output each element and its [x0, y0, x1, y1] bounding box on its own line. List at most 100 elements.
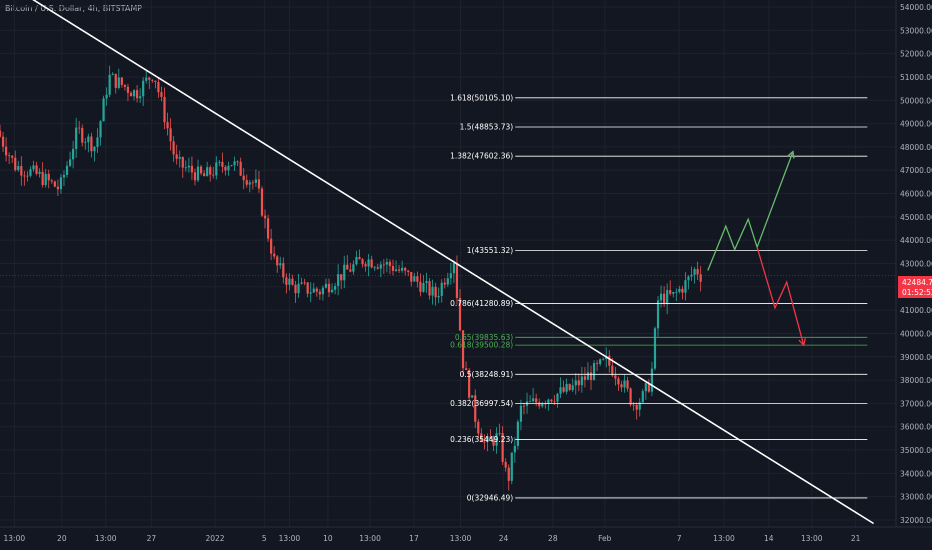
- drawings[interactable]: [0, 0, 875, 525]
- candle-body: [44, 173, 47, 186]
- candle-body: [690, 274, 693, 277]
- candle-body: [190, 165, 194, 173]
- candle-body: [407, 270, 410, 272]
- candle-body: [452, 262, 456, 274]
- candle-body: [507, 467, 510, 481]
- candle-body: [346, 264, 349, 270]
- candle-body: [11, 155, 14, 158]
- price-tick-label: 33000.00: [900, 493, 932, 502]
- time-tick-label: 13:00: [713, 534, 735, 543]
- price-axis[interactable]: 32000.00 33000.00 34000.00 35000.00 36000.00…: [900, 3, 932, 525]
- candle-body: [638, 402, 641, 410]
- candle-body: [629, 388, 632, 405]
- candle-body: [96, 137, 99, 147]
- price-tick-label: 47000.00: [900, 166, 932, 175]
- candle-body: [187, 165, 190, 168]
- time-tick-label: 10: [323, 534, 333, 543]
- candle-body: [251, 182, 254, 184]
- candle-body: [647, 383, 650, 392]
- candle-body: [75, 127, 78, 149]
- candle-body: [212, 174, 215, 176]
- candle-body: [361, 259, 364, 265]
- candle-body: [102, 98, 105, 122]
- candle-body: [693, 269, 696, 275]
- candle-body: [498, 433, 501, 434]
- candle-body: [684, 280, 687, 293]
- time-tick-label: 24: [499, 534, 509, 543]
- candle-body: [574, 380, 577, 386]
- chart-title: Bitcoin / U.S. Dollar, 4h, BITSTAMP: [5, 4, 143, 13]
- candle-body: [312, 288, 315, 293]
- candle-body: [203, 173, 206, 177]
- candle-body: [626, 380, 629, 389]
- candle-body: [178, 157, 181, 159]
- candle-body: [477, 421, 480, 434]
- candle-body: [282, 263, 285, 278]
- candle-body: [8, 155, 11, 157]
- candle-body: [318, 291, 321, 295]
- candle-body: [544, 403, 547, 405]
- candle-body: [519, 405, 523, 422]
- candle-body: [0, 130, 2, 137]
- candle-body: [32, 165, 35, 170]
- candle-body: [236, 161, 239, 163]
- candle-body: [550, 399, 553, 402]
- candle-body: [315, 288, 318, 292]
- candle-body: [175, 154, 178, 159]
- candle-body: [620, 384, 623, 388]
- price-tick-label: 54000.00: [900, 3, 932, 12]
- candle-body: [35, 165, 38, 174]
- time-tick-label: 7: [677, 534, 682, 543]
- candles: [0, 65, 702, 491]
- candle-body: [379, 264, 382, 269]
- fib-label: 0.786(41280.89): [450, 299, 513, 308]
- candle-body: [580, 376, 583, 386]
- candle-body: [233, 161, 236, 166]
- price-tick-label: 43000.00: [900, 260, 932, 269]
- candle-body: [59, 177, 63, 190]
- candle-body: [209, 167, 212, 175]
- candle-body: [553, 401, 556, 403]
- projection-up-path-arrowhead: [787, 150, 795, 159]
- fib-label: 1(43551.32): [467, 246, 513, 255]
- candle-body: [123, 84, 127, 87]
- candle-body: [641, 391, 644, 403]
- time-tick-label: 21: [851, 534, 861, 543]
- time-axis[interactable]: 13:00 20 13:00 27 2022 5 13:00 10 13:00 17 13:00 24…: [4, 534, 861, 543]
- candle-body: [151, 79, 154, 81]
- candle-body: [589, 372, 593, 380]
- candle-body: [163, 96, 166, 123]
- candle-body: [206, 167, 209, 177]
- candle-body: [303, 282, 306, 284]
- projection-down-path: [756, 247, 805, 346]
- price-tick-label: 48000.00: [900, 143, 932, 152]
- fib-label: 0.5(38248.91): [460, 370, 514, 379]
- time-tick-label: 14: [764, 534, 774, 543]
- candle-body: [385, 261, 388, 265]
- candle-body: [495, 433, 498, 446]
- candle-body: [592, 363, 596, 380]
- candle-body: [145, 77, 148, 81]
- candle-body: [324, 283, 328, 288]
- candle-body: [440, 282, 443, 296]
- price-tick-label: 49000.00: [900, 120, 932, 129]
- fibonacci-levels[interactable]: 1.618(50105.10) 1.5(48853.73) 1.382(47602.…: [450, 93, 868, 502]
- candle-body: [428, 281, 431, 296]
- candle-body: [571, 385, 574, 390]
- candle-body: [257, 179, 261, 189]
- candle-body: [87, 136, 90, 143]
- candle-body: [218, 161, 221, 163]
- candle-body: [355, 256, 358, 265]
- time-tick-label: 13:00: [4, 534, 26, 543]
- candle-body: [117, 77, 120, 88]
- candle-body: [276, 256, 279, 266]
- candle-body: [53, 181, 56, 187]
- candle-body: [370, 259, 373, 268]
- candle-body: [78, 127, 81, 129]
- candle-body: [248, 182, 251, 185]
- time-tick-label: 17: [409, 534, 419, 543]
- candle-body: [108, 74, 111, 95]
- price-tick-label: 44000.00: [900, 236, 932, 245]
- candle-body: [17, 165, 20, 171]
